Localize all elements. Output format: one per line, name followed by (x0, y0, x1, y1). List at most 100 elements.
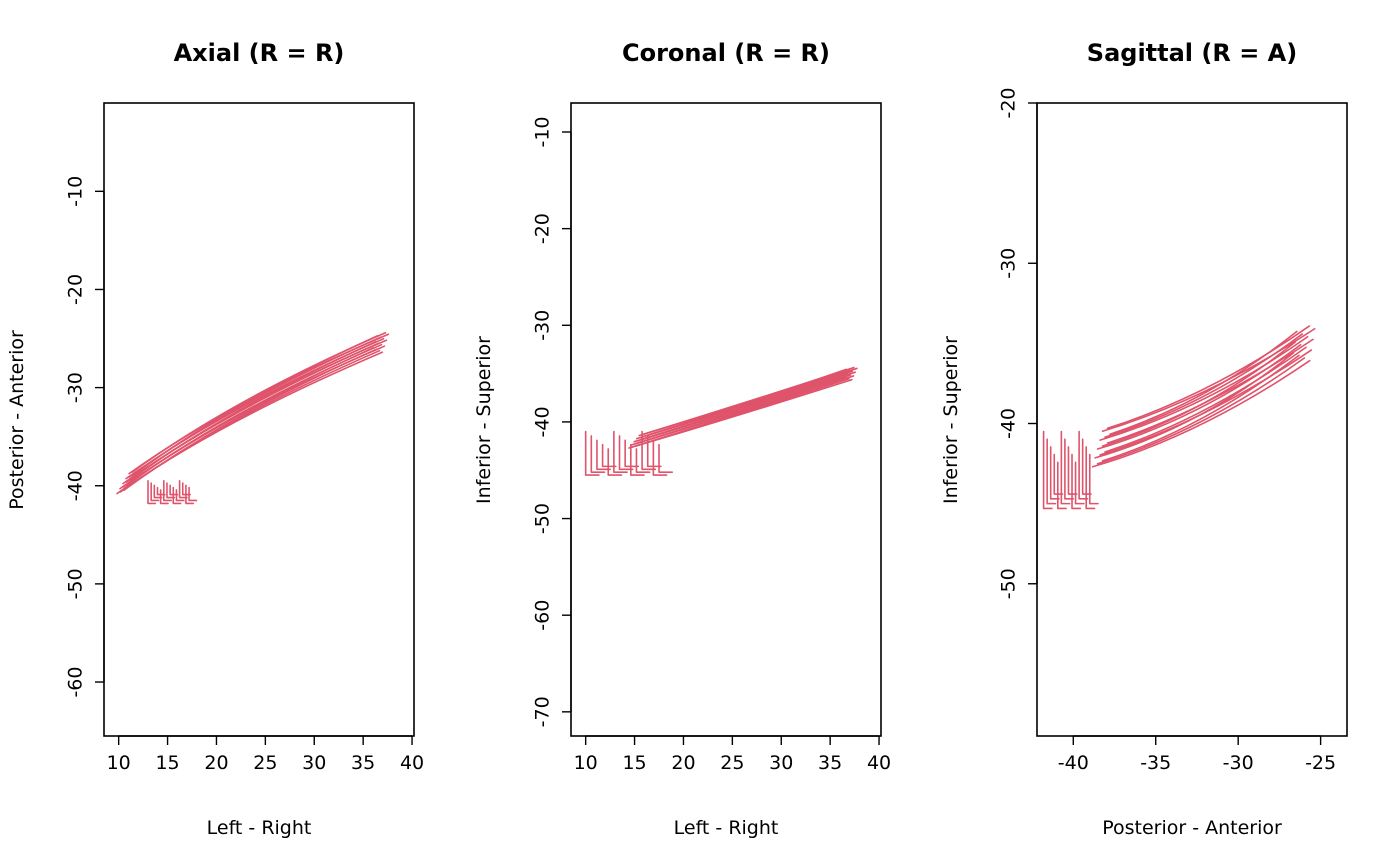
sagittal-streamline-tail (1088, 453, 1099, 505)
coronal-streamline-tail (630, 443, 645, 476)
axial-streamline (119, 346, 375, 490)
axial-y-tick-label: -20 (65, 274, 87, 305)
sagittal-streamline-tail (1085, 446, 1096, 510)
sagittal-title: Sagittal (R = A) (1087, 39, 1297, 67)
axial-streamline (129, 339, 388, 482)
sagittal-x-tick-label: -25 (1305, 752, 1336, 774)
coronal-streamline-tail (624, 439, 640, 468)
coronal-streamline-tail (641, 430, 657, 471)
axial-ylabel: Posterior - Anterior (6, 330, 28, 510)
coronal-title: Coronal (R = R) (622, 39, 830, 67)
coronal-streamline-tail (652, 439, 668, 476)
axial-x-tick-label: 20 (204, 752, 228, 774)
coronal-plot-frame (570, 102, 882, 737)
axial-streamline-tail (175, 489, 185, 502)
axial-streamline (116, 351, 384, 495)
coronal-streamline-tail (607, 448, 623, 476)
coronal-streamline-tail (658, 443, 674, 473)
coronal-streamline (637, 374, 852, 444)
axial-y-tick-label: -50 (65, 568, 87, 599)
coronal-streamline-tail (596, 439, 611, 471)
sagittal-streamline (1106, 325, 1311, 430)
axial-streamline (119, 349, 381, 493)
coronal-streamlines (584, 366, 858, 476)
sagittal-streamline-tail (1064, 438, 1075, 500)
coronal-x-tick-label: 10 (574, 752, 598, 774)
coronal-streamline-tail (618, 435, 634, 471)
axial-streamline-tail (169, 484, 179, 496)
axial-x-tick-label: 30 (302, 752, 326, 774)
sagittal-streamline-tail (1042, 430, 1053, 510)
sagittal-streamline (1096, 357, 1306, 465)
sagittal-y-tick-label: -30 (998, 248, 1020, 279)
sagittal-streamline-tail (1060, 430, 1071, 505)
sagittal-streamline (1091, 359, 1311, 468)
axial-streamline-tail (153, 484, 163, 499)
sagittal-streamline-tail (1074, 461, 1085, 505)
coronal-xlabel: Left - Right (674, 817, 779, 839)
sagittal-streamline-tail (1057, 461, 1067, 510)
axial-streamline-tail (156, 486, 166, 496)
axial-streamline-tail (150, 482, 160, 502)
axial-streamline (123, 348, 378, 492)
coronal-x-tick-label: 20 (671, 752, 695, 774)
panel-sagittal: Sagittal (R = A) Posterior - Anterior In… (940, 39, 1348, 839)
sagittal-streamline-tail (1081, 438, 1092, 495)
sagittal-x-tick-label: -40 (1058, 752, 1089, 774)
axial-streamline-tail (181, 482, 191, 496)
axial-y-tick-label: -30 (65, 372, 87, 403)
sagittal-y-tick-label: -50 (998, 568, 1020, 599)
axial-streamline-tail (147, 480, 157, 505)
sagittal-y-tick-label: -20 (998, 87, 1020, 118)
coronal-streamline-tail (613, 430, 628, 473)
coronal-y-tick-label: -70 (532, 696, 554, 727)
axial-streamline (131, 331, 387, 473)
axial-streamline-tail (159, 489, 169, 505)
axial-streamlines (116, 331, 390, 505)
coronal-x-tick-label: 30 (769, 752, 793, 774)
axial-streamline-tail (185, 484, 195, 505)
axial-x-tick-label: 15 (155, 752, 179, 774)
sagittal-streamline-tail (1067, 446, 1078, 495)
coronal-y-tick-label: -20 (532, 213, 554, 244)
coronal-streamline-tail (590, 435, 606, 473)
sagittal-streamlines (1042, 325, 1316, 510)
coronal-y-tick-label: -40 (532, 406, 554, 437)
axial-streamline (122, 345, 386, 488)
axial-y-tick-label: -40 (65, 470, 87, 501)
axial-streamline-tail (172, 486, 182, 505)
sagittal-streamline (1099, 349, 1313, 456)
sagittal-streamline-tail (1053, 453, 1064, 495)
coronal-streamline-tail (635, 448, 651, 473)
coronal-y-tick-label: -10 (532, 116, 554, 147)
axial-x-tick-label: 40 (400, 752, 424, 774)
sagittal-streamline-tail (1046, 438, 1057, 505)
axial-y-tick-label: -60 (65, 666, 87, 697)
sagittal-y-tick-label: -40 (998, 408, 1020, 439)
sagittal-x-tick-label: -30 (1223, 752, 1254, 774)
sagittal-streamline (1106, 338, 1314, 444)
axial-streamline-tail (178, 480, 188, 499)
axial-x-tick-label: 25 (253, 752, 277, 774)
axial-x-tick-label: 35 (351, 752, 375, 774)
coronal-y-tick-label: -50 (532, 503, 554, 534)
coronal-streamline (639, 371, 857, 441)
axial-streamline-tail (163, 480, 172, 502)
axial-streamline-tail (188, 486, 198, 502)
axial-plot-frame (103, 102, 415, 737)
coronal-x-tick-label: 40 (867, 752, 891, 774)
axial-ticks: 10 15 20 25 30 35 40 -60 -50 -40 -30 -20 -10 (65, 176, 425, 774)
axial-title: Axial (R = R) (174, 39, 345, 67)
sagittal-xlabel: Posterior - Anterior (1102, 817, 1282, 839)
sagittal-streamline (1101, 327, 1316, 433)
panel-coronal: Coronal (R = R) Left - Right Inferior - … (473, 39, 891, 839)
sagittal-streamline (1099, 335, 1309, 441)
coronal-y-tick-label: -60 (532, 600, 554, 631)
axial-y-tick-label: -10 (65, 176, 87, 207)
axial-streamline (126, 343, 383, 487)
sagittal-streamline (1104, 346, 1307, 453)
axial-x-tick-label: 10 (107, 752, 131, 774)
sagittal-ylabel: Inferior - Superior (940, 336, 962, 504)
sagittal-streamline (1094, 351, 1295, 459)
